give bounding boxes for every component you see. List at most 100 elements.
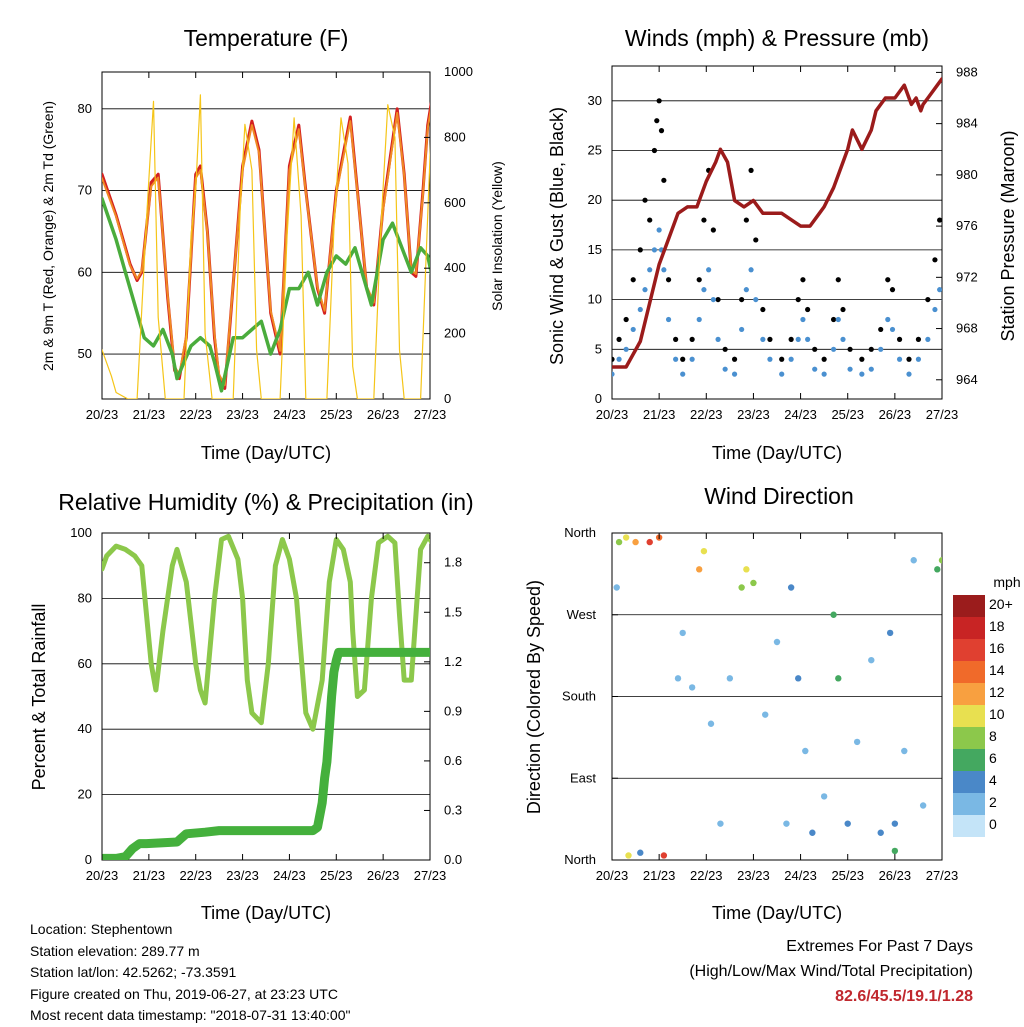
direction-point (919, 802, 927, 809)
data-point (616, 336, 622, 342)
y-tick-label-right: 980 (956, 167, 978, 182)
data-point (915, 356, 922, 362)
x-tick-label: 26/23 (879, 407, 912, 422)
humidity-panel: Relative Humidity (%) & Precipitation (i… (29, 489, 474, 923)
direction-point (795, 675, 802, 682)
wind-direction-series (613, 534, 942, 859)
x-tick-label: 20/23 (596, 868, 629, 883)
y-tick-label-right: 968 (956, 321, 978, 336)
direction-point (891, 820, 899, 827)
data-point (795, 336, 801, 342)
wind-direction-y-label: Direction (Colored By Speed) (524, 580, 544, 814)
winds-ticks: 20/23 21/23 22/23 23/23 24/23 25/23 26/23 27/23… (588, 64, 978, 422)
x-tick-label: 25/23 (320, 407, 353, 422)
y-tick-label: 0 (595, 391, 602, 406)
data-point (946, 327, 951, 332)
legend-label: 4 (989, 772, 997, 788)
direction-point (901, 747, 908, 755)
data-point (637, 247, 643, 253)
legend-label: 18 (989, 618, 1005, 634)
series-line (102, 533, 430, 732)
data-point (612, 356, 615, 362)
y-tick-label: 100 (70, 525, 92, 540)
data-point (689, 336, 695, 342)
data-point (821, 371, 827, 377)
data-point (788, 336, 794, 342)
data-point (665, 277, 672, 283)
x-tick-label: 21/23 (133, 868, 166, 883)
latlon-text: Station lat/lon: 42.5262; -73.3591 (30, 964, 237, 980)
data-point (748, 167, 754, 173)
humidity-series (102, 533, 430, 860)
y-tick-label: 60 (78, 264, 92, 279)
data-point (779, 356, 785, 362)
winds-y-label-right: Station Pressure (Maroon) (998, 130, 1018, 341)
direction-point (762, 711, 769, 718)
data-point (800, 277, 806, 283)
data-point (680, 371, 686, 377)
legend-label: 6 (989, 750, 997, 766)
direction-point (773, 638, 781, 646)
speed-legend: mph 20+ 18 16 14 12 10 8 6 4 2 0 (953, 574, 1021, 837)
y-tick-label: 50 (78, 346, 92, 361)
direction-point (637, 849, 644, 856)
data-point (673, 356, 679, 362)
elevation-text: Station elevation: 289.77 m (30, 942, 200, 959)
series-line (102, 647, 430, 860)
data-point (889, 326, 896, 333)
data-point (743, 217, 749, 223)
data-point (885, 277, 891, 283)
temperature-series (102, 94, 430, 399)
x-tick-label: 27/23 (926, 868, 959, 883)
x-tick-label: 27/23 (926, 407, 959, 422)
data-point (932, 257, 938, 263)
data-point (835, 277, 841, 283)
direction-point (660, 852, 668, 859)
legend-swatch (953, 749, 985, 771)
data-point (896, 336, 903, 342)
direction-point (674, 675, 682, 682)
y-tick-label: 20 (588, 192, 602, 207)
direction-point (632, 538, 639, 546)
data-point (800, 316, 806, 323)
direction-point (717, 820, 724, 827)
wind-direction-panel: Wind Direction 20/23 21/23 22/23 23/23 24/23… (524, 483, 1021, 923)
extremes-subtitle: (High/Low/Max Wind/Total Precipitation) (689, 963, 973, 980)
data-point (915, 336, 922, 342)
data-point (715, 296, 721, 303)
data-point (830, 346, 837, 352)
series-line (612, 77, 942, 369)
data-point (656, 98, 662, 104)
x-tick-label: 22/23 (690, 868, 723, 883)
data-point (651, 247, 658, 253)
x-tick-label: 24/23 (784, 407, 817, 422)
winds-grid (612, 100, 942, 400)
data-point (821, 356, 827, 362)
data-point (925, 336, 931, 342)
direction-point (743, 566, 750, 573)
data-point (701, 287, 707, 293)
x-tick-label: 21/23 (643, 407, 676, 422)
y-tick-label: East (570, 770, 596, 785)
y-tick-label-right: 984 (956, 116, 978, 131)
y-tick-label-right: 976 (956, 218, 978, 233)
legend-label: 14 (989, 662, 1005, 678)
direction-point (726, 675, 734, 682)
x-tick-label: 27/23 (414, 868, 447, 883)
data-point (753, 237, 759, 243)
legend-label: 0 (989, 816, 997, 832)
x-tick-label: 21/23 (133, 407, 166, 422)
direction-point (787, 584, 795, 591)
data-point (896, 356, 903, 362)
direction-point (625, 852, 632, 859)
legend-label: 8 (989, 728, 997, 744)
data-point (946, 277, 951, 282)
data-point (706, 267, 712, 273)
data-point (925, 296, 931, 303)
x-tick-label: 25/23 (831, 407, 864, 422)
data-point (805, 306, 811, 313)
direction-point (783, 820, 790, 827)
data-point (951, 347, 956, 352)
y-tick-label-right: 0.6 (444, 753, 462, 768)
y-tick-label-right: 200 (444, 326, 466, 341)
